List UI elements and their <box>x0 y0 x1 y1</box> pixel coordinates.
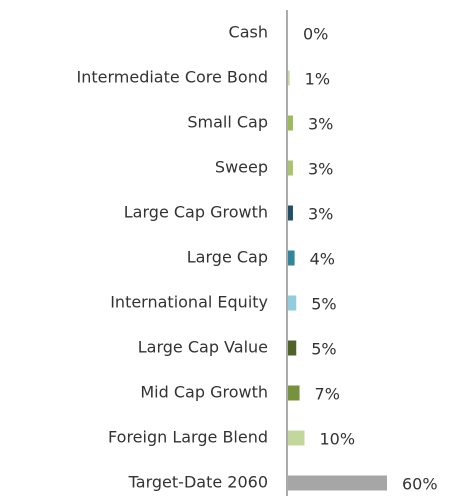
value-label: 10% <box>320 430 356 449</box>
category-label: Foreign Large Blend <box>108 428 268 447</box>
value-label: 3% <box>308 205 333 224</box>
category-label: Large Cap Growth <box>124 203 268 222</box>
value-label: 5% <box>311 340 336 359</box>
bar <box>288 70 290 86</box>
bar <box>288 250 295 266</box>
category-label: Intermediate Core Bond <box>77 68 269 87</box>
value-label: 3% <box>308 115 333 134</box>
value-label: 4% <box>310 250 335 269</box>
category-label: Mid Cap Growth <box>140 383 268 402</box>
bar <box>288 295 297 311</box>
category-label: International Equity <box>110 293 268 312</box>
value-label: 60% <box>402 475 438 494</box>
value-label: 7% <box>315 385 340 404</box>
category-label: Target-Date 2060 <box>128 473 268 492</box>
category-label: Cash <box>229 23 268 42</box>
value-label: 0% <box>303 25 328 44</box>
bar <box>288 115 293 131</box>
bar <box>288 475 387 491</box>
value-label: 3% <box>308 160 333 179</box>
category-label: Large Cap Value <box>138 338 268 357</box>
value-label: 5% <box>311 295 336 314</box>
bar <box>288 430 305 446</box>
category-label: Large Cap <box>187 248 268 267</box>
value-label: 1% <box>305 70 330 89</box>
bar <box>288 340 297 356</box>
category-label: Sweep <box>215 158 268 177</box>
bar <box>288 385 300 401</box>
bar <box>288 205 293 221</box>
bar <box>288 160 293 176</box>
category-label: Small Cap <box>187 113 268 132</box>
